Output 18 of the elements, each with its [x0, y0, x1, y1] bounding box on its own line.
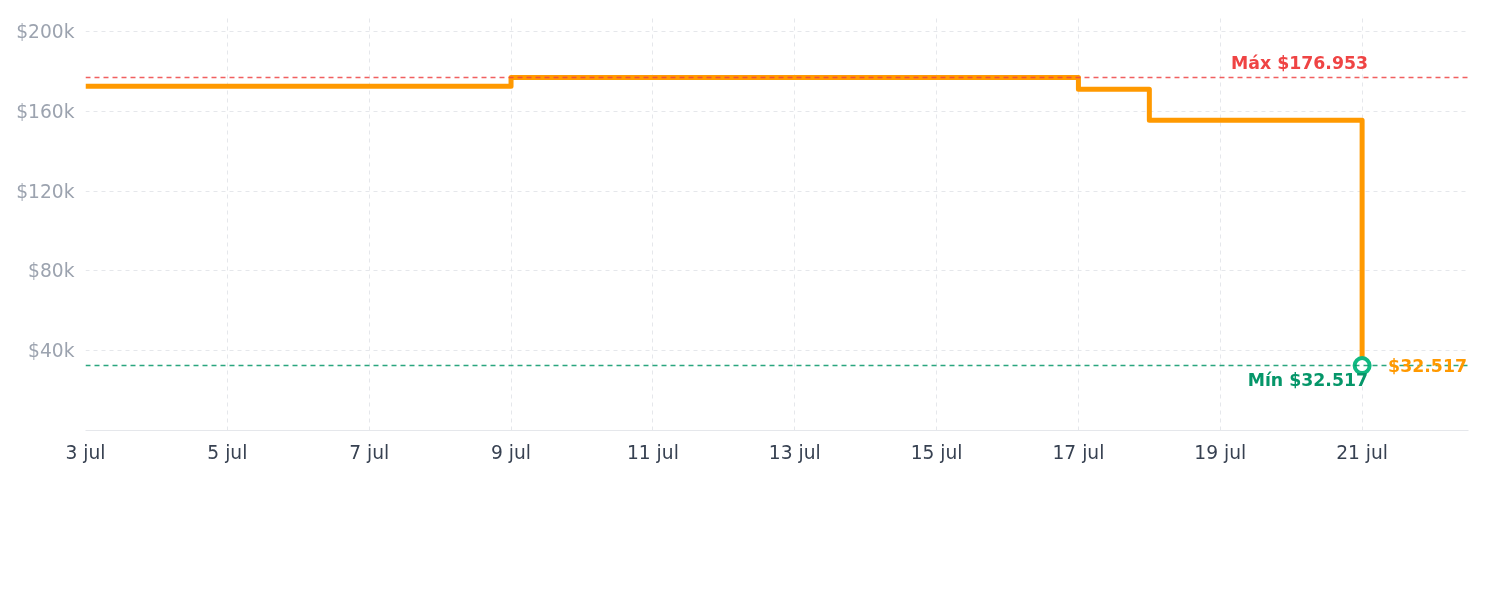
x-tick-label: 9 jul — [491, 441, 532, 463]
y-tick-label: $80k — [28, 260, 75, 282]
y-tick-label: $40k — [28, 340, 75, 362]
data-label: $32.517 — [1388, 355, 1468, 376]
x-tick-label: 3 jul — [65, 441, 106, 463]
ref-line-label: Mín $32.517 — [1247, 369, 1369, 390]
x-tick-label: 11 jul — [626, 441, 679, 463]
y-tick-label: $200k — [16, 20, 75, 42]
x-tick-label: 13 jul — [768, 441, 821, 463]
x-tick-label: 7 jul — [349, 441, 390, 463]
y-tick-label: $120k — [16, 180, 75, 202]
ref-line-label: Máx $176.953 — [1230, 53, 1369, 74]
x-tick-label: 5 jul — [207, 441, 248, 463]
x-tick-label: 15 jul — [910, 441, 963, 463]
y-tick-label: $160k — [16, 100, 75, 122]
x-tick-label: 19 jul — [1194, 441, 1247, 463]
x-tick-label: 17 jul — [1052, 441, 1105, 463]
x-tick-label: 21 jul — [1336, 441, 1389, 463]
